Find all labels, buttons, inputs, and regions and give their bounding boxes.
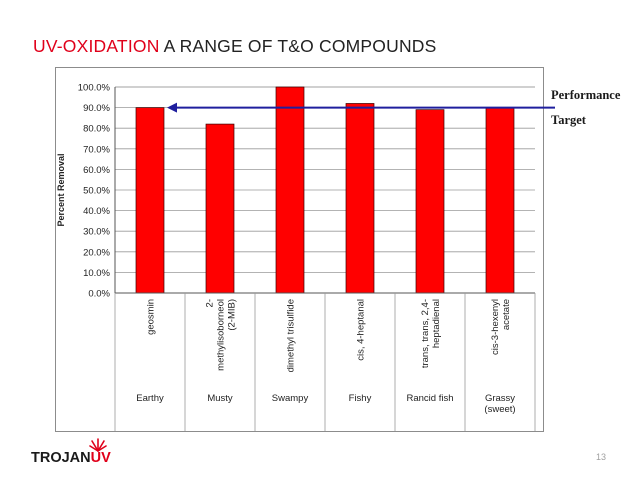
target-label: Target	[551, 113, 586, 127]
compound-label: heptadienal	[431, 299, 442, 348]
sunburst-icon	[89, 438, 107, 452]
compound-label: (2-MIB)	[227, 299, 238, 331]
performance-label: Performance	[551, 88, 621, 102]
y-tick-label: 30.0%	[83, 227, 110, 238]
odor-label: Grassy	[485, 393, 515, 404]
odor-label: Musty	[207, 393, 233, 404]
bar	[275, 86, 305, 294]
y-tick-label: 100.0%	[78, 83, 111, 94]
bar	[485, 107, 515, 294]
y-tick-label: 0.0%	[88, 289, 110, 300]
brand-name: TROJANUV	[31, 450, 111, 466]
y-axis-title: Percent Removal	[56, 153, 66, 226]
trojan-uv-logo: TROJANUV	[31, 437, 141, 475]
bar	[135, 107, 165, 294]
title-highlight: UV-OXIDATION	[33, 36, 160, 56]
compound-label: trans, trans, 2,4-	[420, 299, 431, 368]
brand-accent: UV	[90, 450, 111, 466]
compound-label: 2-	[205, 299, 216, 307]
y-tick-label: 70.0%	[83, 144, 110, 155]
y-tick-label: 90.0%	[83, 103, 110, 114]
page-number: 13	[596, 452, 607, 462]
y-tick-label: 20.0%	[83, 247, 110, 258]
bar	[345, 103, 375, 294]
compound-label: dimethyl trisulfide	[286, 299, 297, 372]
odor-label: Swampy	[272, 393, 309, 404]
bar	[415, 109, 445, 294]
y-tick-label: 80.0%	[83, 124, 110, 135]
brand-text: TROJAN	[31, 450, 91, 466]
compound-label: cis-3-hexenyl	[490, 299, 501, 355]
odor-label: (sweet)	[484, 404, 515, 415]
y-tick-label: 10.0%	[83, 268, 110, 279]
y-tick-label: 50.0%	[83, 186, 110, 197]
y-tick-label: 40.0%	[83, 206, 110, 217]
chart-frame: 0.0% 10.0% 20.0% 30.0% 40.0% 50.0% 60.0% 70.0% 8…	[55, 67, 555, 432]
y-tick-label: 60.0%	[83, 165, 110, 176]
slide-title: UV-OXIDATION A RANGE OF T&O COMPOUNDS	[33, 36, 437, 57]
title-rest: A RANGE OF T&O COMPOUNDS	[159, 36, 437, 56]
compound-label: acetate	[501, 299, 512, 330]
bar-chart: 0.0% 10.0% 20.0% 30.0% 40.0% 50.0% 60.0% 70.0% 8…	[56, 83, 555, 431]
compound-label: geosmin	[146, 299, 157, 335]
odor-label: Earthy	[136, 393, 164, 404]
compound-label: cis, 4-heptanal	[356, 299, 367, 361]
odor-label: Rancid fish	[407, 393, 454, 404]
odor-label: Fishy	[349, 393, 372, 404]
performance-target-arrowhead	[167, 102, 177, 113]
bar	[205, 123, 235, 294]
compound-label: methylisoborneol	[216, 299, 227, 371]
